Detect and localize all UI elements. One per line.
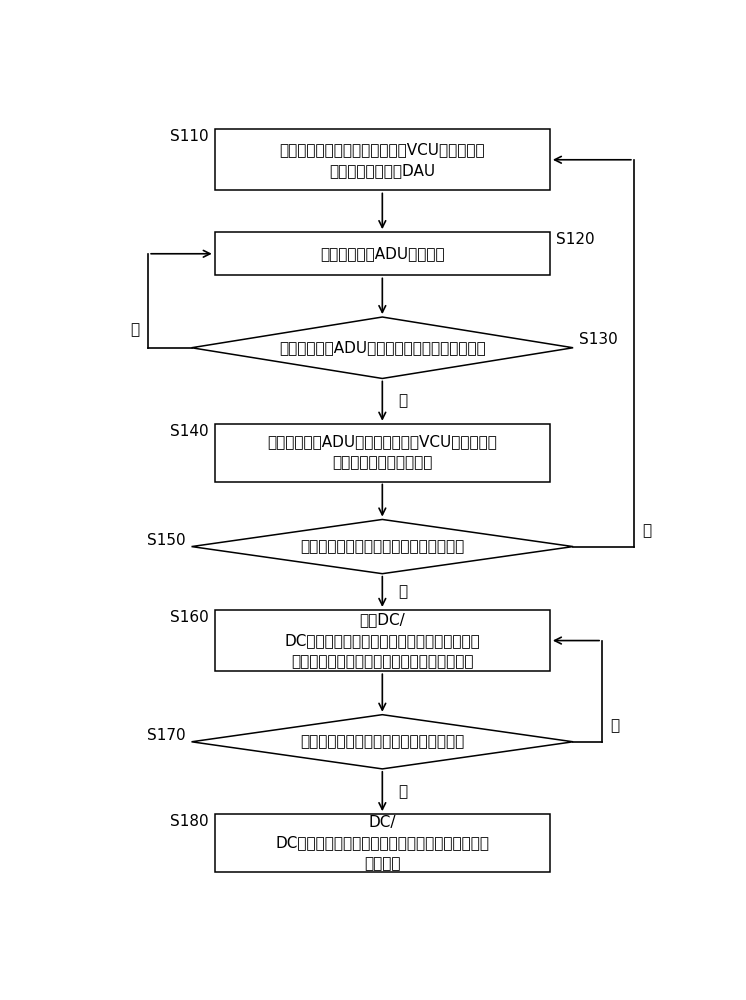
Text: S110: S110 — [170, 129, 209, 144]
Text: 数据采集单元ADU唤醒整车控制器VCU，整车控制
器控制电动车辆高压上电: 数据采集单元ADU唤醒整车控制器VCU，整车控制 器控制电动车辆高压上电 — [267, 435, 498, 471]
Text: 数据采集单元ADU进行计时: 数据采集单元ADU进行计时 — [320, 246, 445, 261]
Text: S150: S150 — [147, 533, 186, 548]
FancyBboxPatch shape — [215, 610, 550, 671]
Polygon shape — [192, 519, 573, 574]
Text: 否: 否 — [642, 523, 651, 538]
FancyBboxPatch shape — [215, 424, 550, 482]
Text: 低压蓄电池的电量是否低于充电下限阈值: 低压蓄电池的电量是否低于充电下限阈值 — [300, 539, 465, 554]
Text: 低压蓄电池的电量是否达到充电上限阈值: 低压蓄电池的电量是否达到充电上限阈值 — [300, 734, 465, 749]
Text: 否: 否 — [611, 718, 620, 733]
Text: DC/
DC转换器停止为低压蓄电池充电，整车控制器进入
休眠状态: DC/ DC转换器停止为低压蓄电池充电，整车控制器进入 休眠状态 — [275, 815, 489, 872]
FancyBboxPatch shape — [215, 232, 550, 275]
Text: 是: 是 — [398, 584, 407, 599]
Text: S170: S170 — [147, 728, 186, 743]
Text: S160: S160 — [170, 610, 209, 625]
Text: 是: 是 — [398, 784, 407, 799]
Text: 控制DC/
DC转换器将动力电池输出的高压电或者外接电
源的高压电转换为低压电以给低压蓄电池充电: 控制DC/ DC转换器将动力电池输出的高压电或者外接电 源的高压电转换为低压电以… — [284, 612, 480, 669]
Text: S130: S130 — [579, 332, 618, 347]
Text: S140: S140 — [170, 424, 209, 439]
FancyBboxPatch shape — [215, 129, 550, 190]
Text: 数据采集单元ADU的计时时间是否达到预设时间: 数据采集单元ADU的计时时间是否达到预设时间 — [279, 340, 486, 355]
Text: 否: 否 — [131, 322, 140, 337]
Polygon shape — [192, 715, 573, 769]
Polygon shape — [192, 317, 573, 378]
FancyBboxPatch shape — [215, 814, 550, 872]
Text: S120: S120 — [556, 232, 595, 247]
Text: 是: 是 — [398, 394, 407, 409]
Text: 电动车辆高压下电，整车控制器VCU发送计时指
令至数据采集单元DAU: 电动车辆高压下电，整车控制器VCU发送计时指 令至数据采集单元DAU — [280, 142, 485, 178]
Text: S180: S180 — [170, 814, 209, 829]
